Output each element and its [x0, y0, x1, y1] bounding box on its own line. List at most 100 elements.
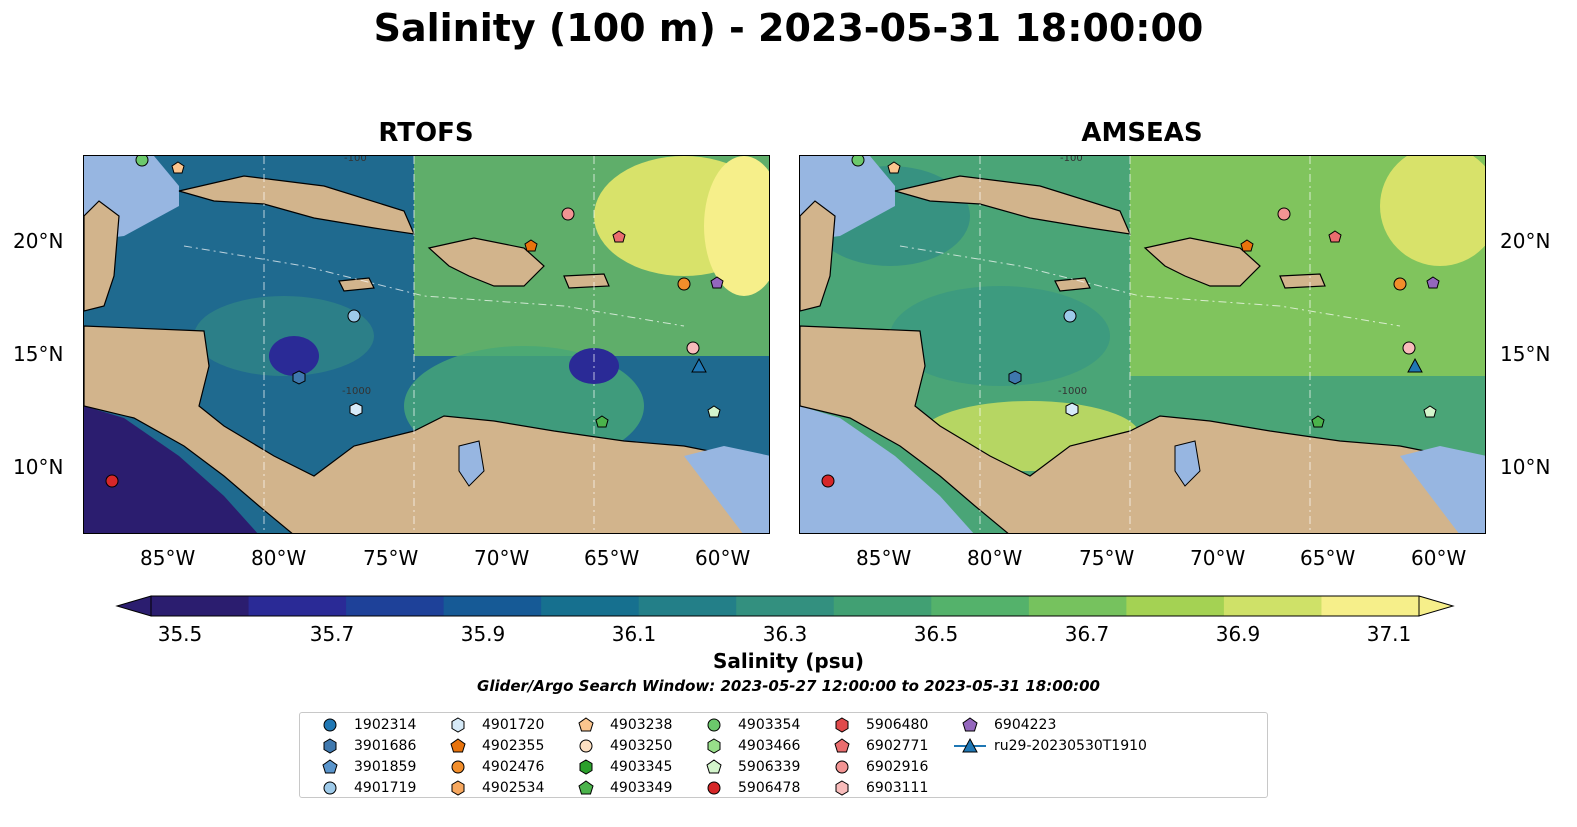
legend-item-label: 4903250	[610, 738, 673, 754]
pentagon-marker-icon	[834, 738, 850, 753]
legend-item-label: 4903354	[738, 717, 801, 733]
legend-item-label: 4901720	[482, 717, 545, 733]
lat-tick-label: 10°N	[13, 455, 64, 479]
float-5906478-marker	[821, 474, 835, 488]
colorbar-tick-label: 35.5	[157, 622, 203, 646]
lon-tick-label: 70°W	[474, 546, 530, 570]
circle-marker-icon	[707, 718, 721, 732]
colorbar-swatch	[1321, 596, 1420, 616]
circle-marker-icon	[835, 760, 849, 774]
legend-item-label: 5906478	[738, 780, 801, 796]
eez-boundaries	[183, 245, 685, 327]
hexagon-marker-icon	[579, 759, 593, 775]
colorbar-swatch	[346, 596, 445, 616]
glider-ru29-marker	[1407, 357, 1423, 373]
float-6902916-marker	[561, 207, 575, 221]
legend-item-label: 3901686	[354, 738, 417, 754]
float-6903111-marker	[1402, 341, 1416, 355]
salinity-low-eddy	[269, 336, 319, 376]
colorbar-swatch	[151, 596, 250, 616]
pentagon-marker-icon	[450, 738, 466, 753]
triangle-line-marker-icon	[954, 737, 986, 753]
contour-label: -100	[344, 156, 367, 164]
lon-tick-label: 75°W	[363, 546, 419, 570]
colorbar-swatch	[443, 596, 542, 616]
colorbar-swatch	[1028, 596, 1127, 616]
legend-item-label: 5906339	[738, 759, 801, 775]
map-rtofs-canvas: -1000 -100	[84, 156, 769, 533]
colorbar-tick-label: 37.1	[1366, 622, 1412, 646]
float-6902771-marker	[612, 230, 626, 243]
legend-item-label: 6903111	[866, 780, 929, 796]
circle-marker-icon	[323, 781, 337, 795]
pacific-no-data	[800, 406, 974, 533]
lon-tick-label: 60°W	[695, 546, 751, 570]
float-4901720-marker	[349, 402, 363, 417]
circle-marker-icon	[451, 760, 465, 774]
legend-item-label: 1902314	[354, 717, 417, 733]
cuba-land	[178, 175, 415, 235]
lon-tick-label: 75°W	[1079, 546, 1135, 570]
lon-tick-label: 85°W	[140, 546, 196, 570]
lake-maracaibo	[1174, 440, 1201, 487]
float-3901686-marker	[292, 370, 306, 385]
colorbar-swatches	[115, 595, 1455, 617]
eez-boundaries	[899, 245, 1401, 327]
colorbar-swatch	[931, 596, 1030, 616]
colorbar-swatch	[1223, 596, 1322, 616]
central-south-america-land	[800, 325, 1485, 533]
contour-label: -1000	[1058, 386, 1087, 397]
salinity-peak-region	[704, 156, 769, 296]
salinity-max-region	[1380, 156, 1485, 266]
salinity-mid-region	[194, 296, 374, 376]
legend-item-label: 4903349	[610, 780, 673, 796]
pacific-low-salinity	[84, 406, 258, 533]
map-amseas-canvas: -1000 -100	[800, 156, 1485, 533]
float-6904223-marker	[710, 276, 724, 289]
colorbar-swatch	[541, 596, 640, 616]
panel-title-rtofs: RTOFS	[378, 118, 474, 148]
jamaica-land	[338, 277, 375, 292]
float-4903349-marker	[595, 415, 609, 428]
float-4901719-marker	[347, 309, 361, 323]
legend-item-label: 3901859	[354, 759, 417, 775]
pentagon-marker-icon	[578, 717, 594, 732]
hexagon-marker-icon	[451, 717, 465, 733]
float-6904223-marker	[1426, 276, 1440, 289]
float-6903111-marker	[686, 341, 700, 355]
glider-ru29-marker	[691, 357, 707, 373]
float-4903238-marker	[171, 161, 185, 174]
salinity-mid-region	[890, 286, 1110, 386]
float-3901686-marker	[1008, 370, 1022, 385]
panel-title-amseas: AMSEAS	[1081, 118, 1203, 148]
colorbar-tick-label: 36.7	[1064, 622, 1110, 646]
map-rtofs: -1000 -100	[83, 155, 770, 534]
orinoco-shallow-water	[1400, 446, 1485, 533]
legend-item-label: 4902534	[482, 780, 545, 796]
float-5906339-marker	[1423, 405, 1437, 418]
hexagon-marker-icon	[835, 780, 849, 796]
float-4901719-marker	[1063, 309, 1077, 323]
cuba-land	[894, 175, 1131, 235]
pentagon-marker-icon	[578, 780, 594, 795]
lat-tick-label: 15°N	[1500, 342, 1551, 366]
legend-item-label: 6904223	[994, 717, 1057, 733]
colorbar-frame	[150, 595, 1420, 617]
colorbar-swatch	[638, 596, 737, 616]
legend-item-label: 5906480	[866, 717, 929, 733]
lon-tick-label: 85°W	[856, 546, 912, 570]
lon-tick-label: 80°W	[967, 546, 1023, 570]
colorbar	[115, 595, 1455, 617]
figure-title: Salinity (100 m) - 2023-05-31 18:00:00	[373, 6, 1204, 50]
lake-maracaibo	[458, 440, 485, 487]
pentagon-marker-icon	[706, 759, 722, 774]
colorbar-tick-label: 35.9	[460, 622, 506, 646]
float-4902355-marker	[1240, 239, 1254, 252]
float-4901720-marker	[1065, 402, 1079, 417]
lon-tick-label: 80°W	[251, 546, 307, 570]
hexagon-marker-icon	[835, 717, 849, 733]
legend-item-label: 6902771	[866, 738, 929, 754]
lon-tick-label: 65°W	[584, 546, 640, 570]
pentagon-marker-icon	[962, 717, 978, 732]
float-4902476-marker	[677, 277, 691, 291]
